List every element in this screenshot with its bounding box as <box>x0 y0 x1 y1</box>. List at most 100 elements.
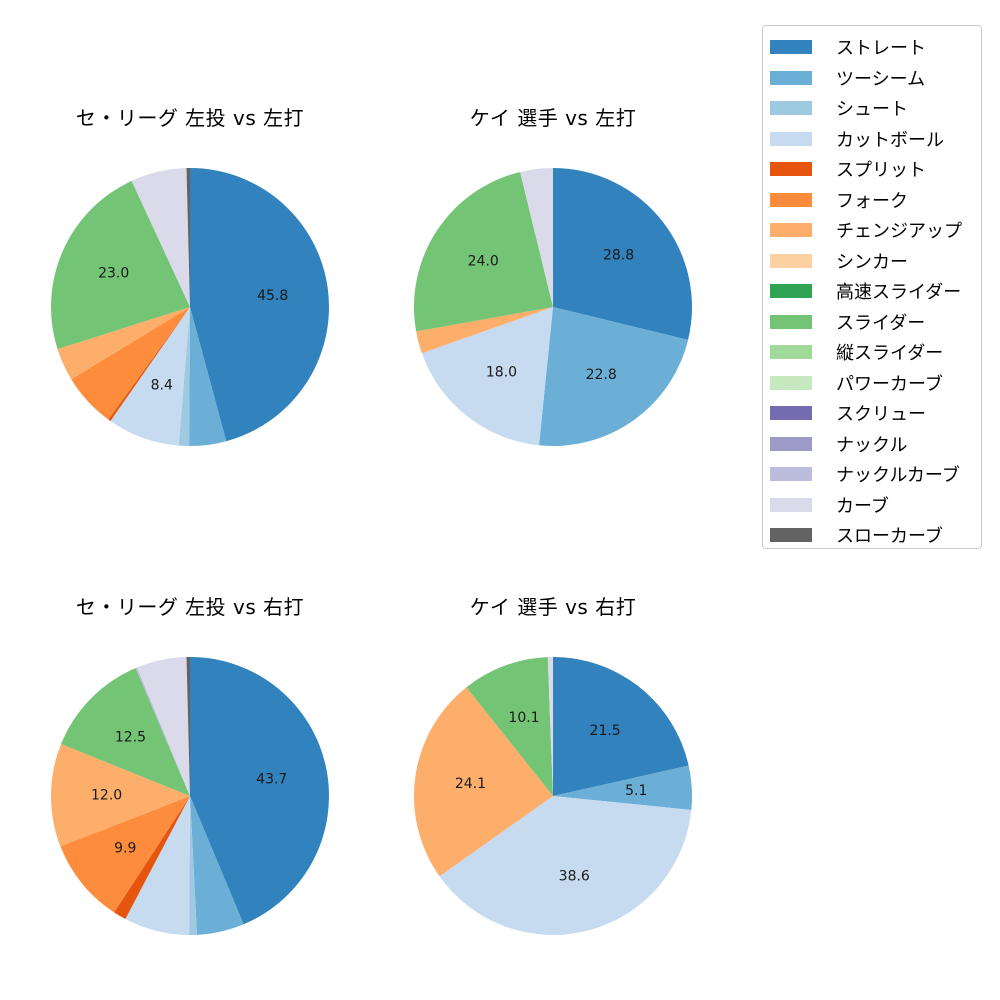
legend-label: パワーカーブ <box>836 373 943 395</box>
chart-title: セ・リーグ 左投 vs 右打 <box>75 595 305 619</box>
legend-swatch <box>770 70 812 85</box>
legend-item: 縦スライダー <box>763 337 981 368</box>
slice-value-label: 24.1 <box>455 776 486 792</box>
chart-legend: ストレート ツーシーム シュート カットボール スプリット フォーク チェンジア… <box>762 25 982 549</box>
legend-swatch <box>770 223 812 238</box>
pie-slice <box>178 307 190 446</box>
legend-swatch <box>770 162 812 177</box>
legend-label: 高速スライダー <box>836 282 962 304</box>
pie-slice <box>61 668 191 796</box>
legend-label: スライダー <box>836 312 926 334</box>
slice-value-label: 9.9 <box>114 841 136 857</box>
legend-label: シンカー <box>836 251 908 273</box>
slice-value-label: 28.8 <box>603 247 634 263</box>
legend-item: ナックルカーブ <box>763 459 981 490</box>
legend-item: スライダー <box>763 307 981 338</box>
legend-item: カーブ <box>763 490 981 521</box>
pie-chart: 43.7 9.9 12.0 12.5 <box>51 657 330 935</box>
pie-slice <box>135 667 190 796</box>
chart-title: ケイ 選手 vs 左打 <box>469 106 637 130</box>
legend-swatch <box>770 101 812 116</box>
pie-slice <box>520 168 553 307</box>
pie-slice <box>189 796 197 935</box>
pie-slice <box>50 180 190 350</box>
legend-item: ナックル <box>763 429 981 460</box>
legend-label: ツーシーム <box>836 68 926 90</box>
pie-slice <box>439 796 692 935</box>
legend-item: スローカーブ <box>763 520 981 551</box>
pie-slice <box>414 687 553 877</box>
legend-swatch <box>770 131 812 146</box>
slice-value-label: 10.1 <box>508 710 539 726</box>
pie-slice <box>414 171 553 332</box>
pie-slice <box>60 796 191 913</box>
pie-slice <box>125 796 190 935</box>
legend-label: カットボール <box>836 129 944 151</box>
pie-slice <box>190 796 244 935</box>
pie-chart: 28.8 22.8 18.0 24.0 <box>414 168 692 446</box>
legend-item: スプリット <box>763 154 981 185</box>
pie-slice <box>137 657 190 796</box>
slice-value-label: 24.0 <box>468 253 499 269</box>
slice-value-label: 43.7 <box>256 772 287 788</box>
pie-panel-kei-vs-right: ケイ 選手 vs 右打 21.5 5.1 38.6 24.1 10.1 <box>403 589 703 949</box>
pie-slice <box>71 307 190 420</box>
legend-item: チェンジアップ <box>763 215 981 246</box>
legend-label: チェンジアップ <box>836 221 962 243</box>
legend-swatch <box>770 192 812 207</box>
legend-label: カーブ <box>836 495 889 517</box>
pie-panel-league-vs-right: セ・リーグ 左投 vs 右打 43.7 9.9 12.0 12.5 <box>40 589 340 949</box>
legend-item: 高速スライダー <box>763 276 981 307</box>
legend-item: シュート <box>763 93 981 124</box>
pie-slice <box>108 307 190 421</box>
pie-slice <box>421 307 553 446</box>
pie-chart: 21.5 5.1 38.6 24.1 10.1 <box>414 657 692 935</box>
legend-item: ストレート <box>763 32 981 63</box>
chart-title: セ・リーグ 左投 vs 左打 <box>75 106 305 130</box>
pie-slice <box>190 168 329 442</box>
pie-slice <box>51 744 191 847</box>
legend-swatch <box>770 375 812 390</box>
legend-item: スクリュー <box>763 398 981 429</box>
pie-slice <box>466 657 553 796</box>
pie-slice <box>553 657 689 796</box>
legend-swatch <box>770 497 812 512</box>
legend-swatch <box>770 253 812 268</box>
slice-value-label: 18.0 <box>486 365 517 381</box>
legend-label: スローカーブ <box>836 526 943 548</box>
pie-slice <box>539 307 689 446</box>
legend-swatch <box>770 284 812 299</box>
legend-item: フォーク <box>763 185 981 216</box>
legend-label: フォーク <box>836 190 908 212</box>
legend-item: パワーカーブ <box>763 368 981 399</box>
legend-label: 縦スライダー <box>836 343 944 365</box>
slice-value-label: 23.0 <box>98 265 129 281</box>
legend-label: ナックル <box>836 434 908 456</box>
legend-label: ナックルカーブ <box>836 465 960 487</box>
pie-slice <box>553 168 692 340</box>
legend-item: シンカー <box>763 246 981 277</box>
pie-slice <box>57 307 190 380</box>
slice-value-label: 5.1 <box>625 783 647 799</box>
legend-label: スクリュー <box>836 404 926 426</box>
legend-swatch <box>770 528 812 543</box>
chart-title: ケイ 選手 vs 右打 <box>469 595 637 619</box>
legend-swatch <box>770 467 812 482</box>
pie-panel-league-vs-left: セ・リーグ 左投 vs 左打 45.8 8.4 23.0 <box>40 100 340 460</box>
legend-swatch <box>770 345 812 360</box>
pie-slice <box>186 168 190 307</box>
slice-value-label: 38.6 <box>559 869 590 885</box>
pie-slice <box>553 765 692 810</box>
legend-item: カットボール <box>763 124 981 155</box>
slice-value-label: 12.5 <box>115 730 146 746</box>
pie-slice <box>114 796 190 920</box>
pie-slice <box>131 168 190 307</box>
pie-slice <box>547 657 553 796</box>
slice-value-label: 21.5 <box>590 723 621 739</box>
legend-label: ストレート <box>836 38 926 60</box>
legend-swatch <box>770 314 812 329</box>
pie-slice <box>110 307 190 446</box>
pie-slice <box>186 657 190 796</box>
legend-label: シュート <box>836 99 908 121</box>
legend-swatch <box>770 436 812 451</box>
